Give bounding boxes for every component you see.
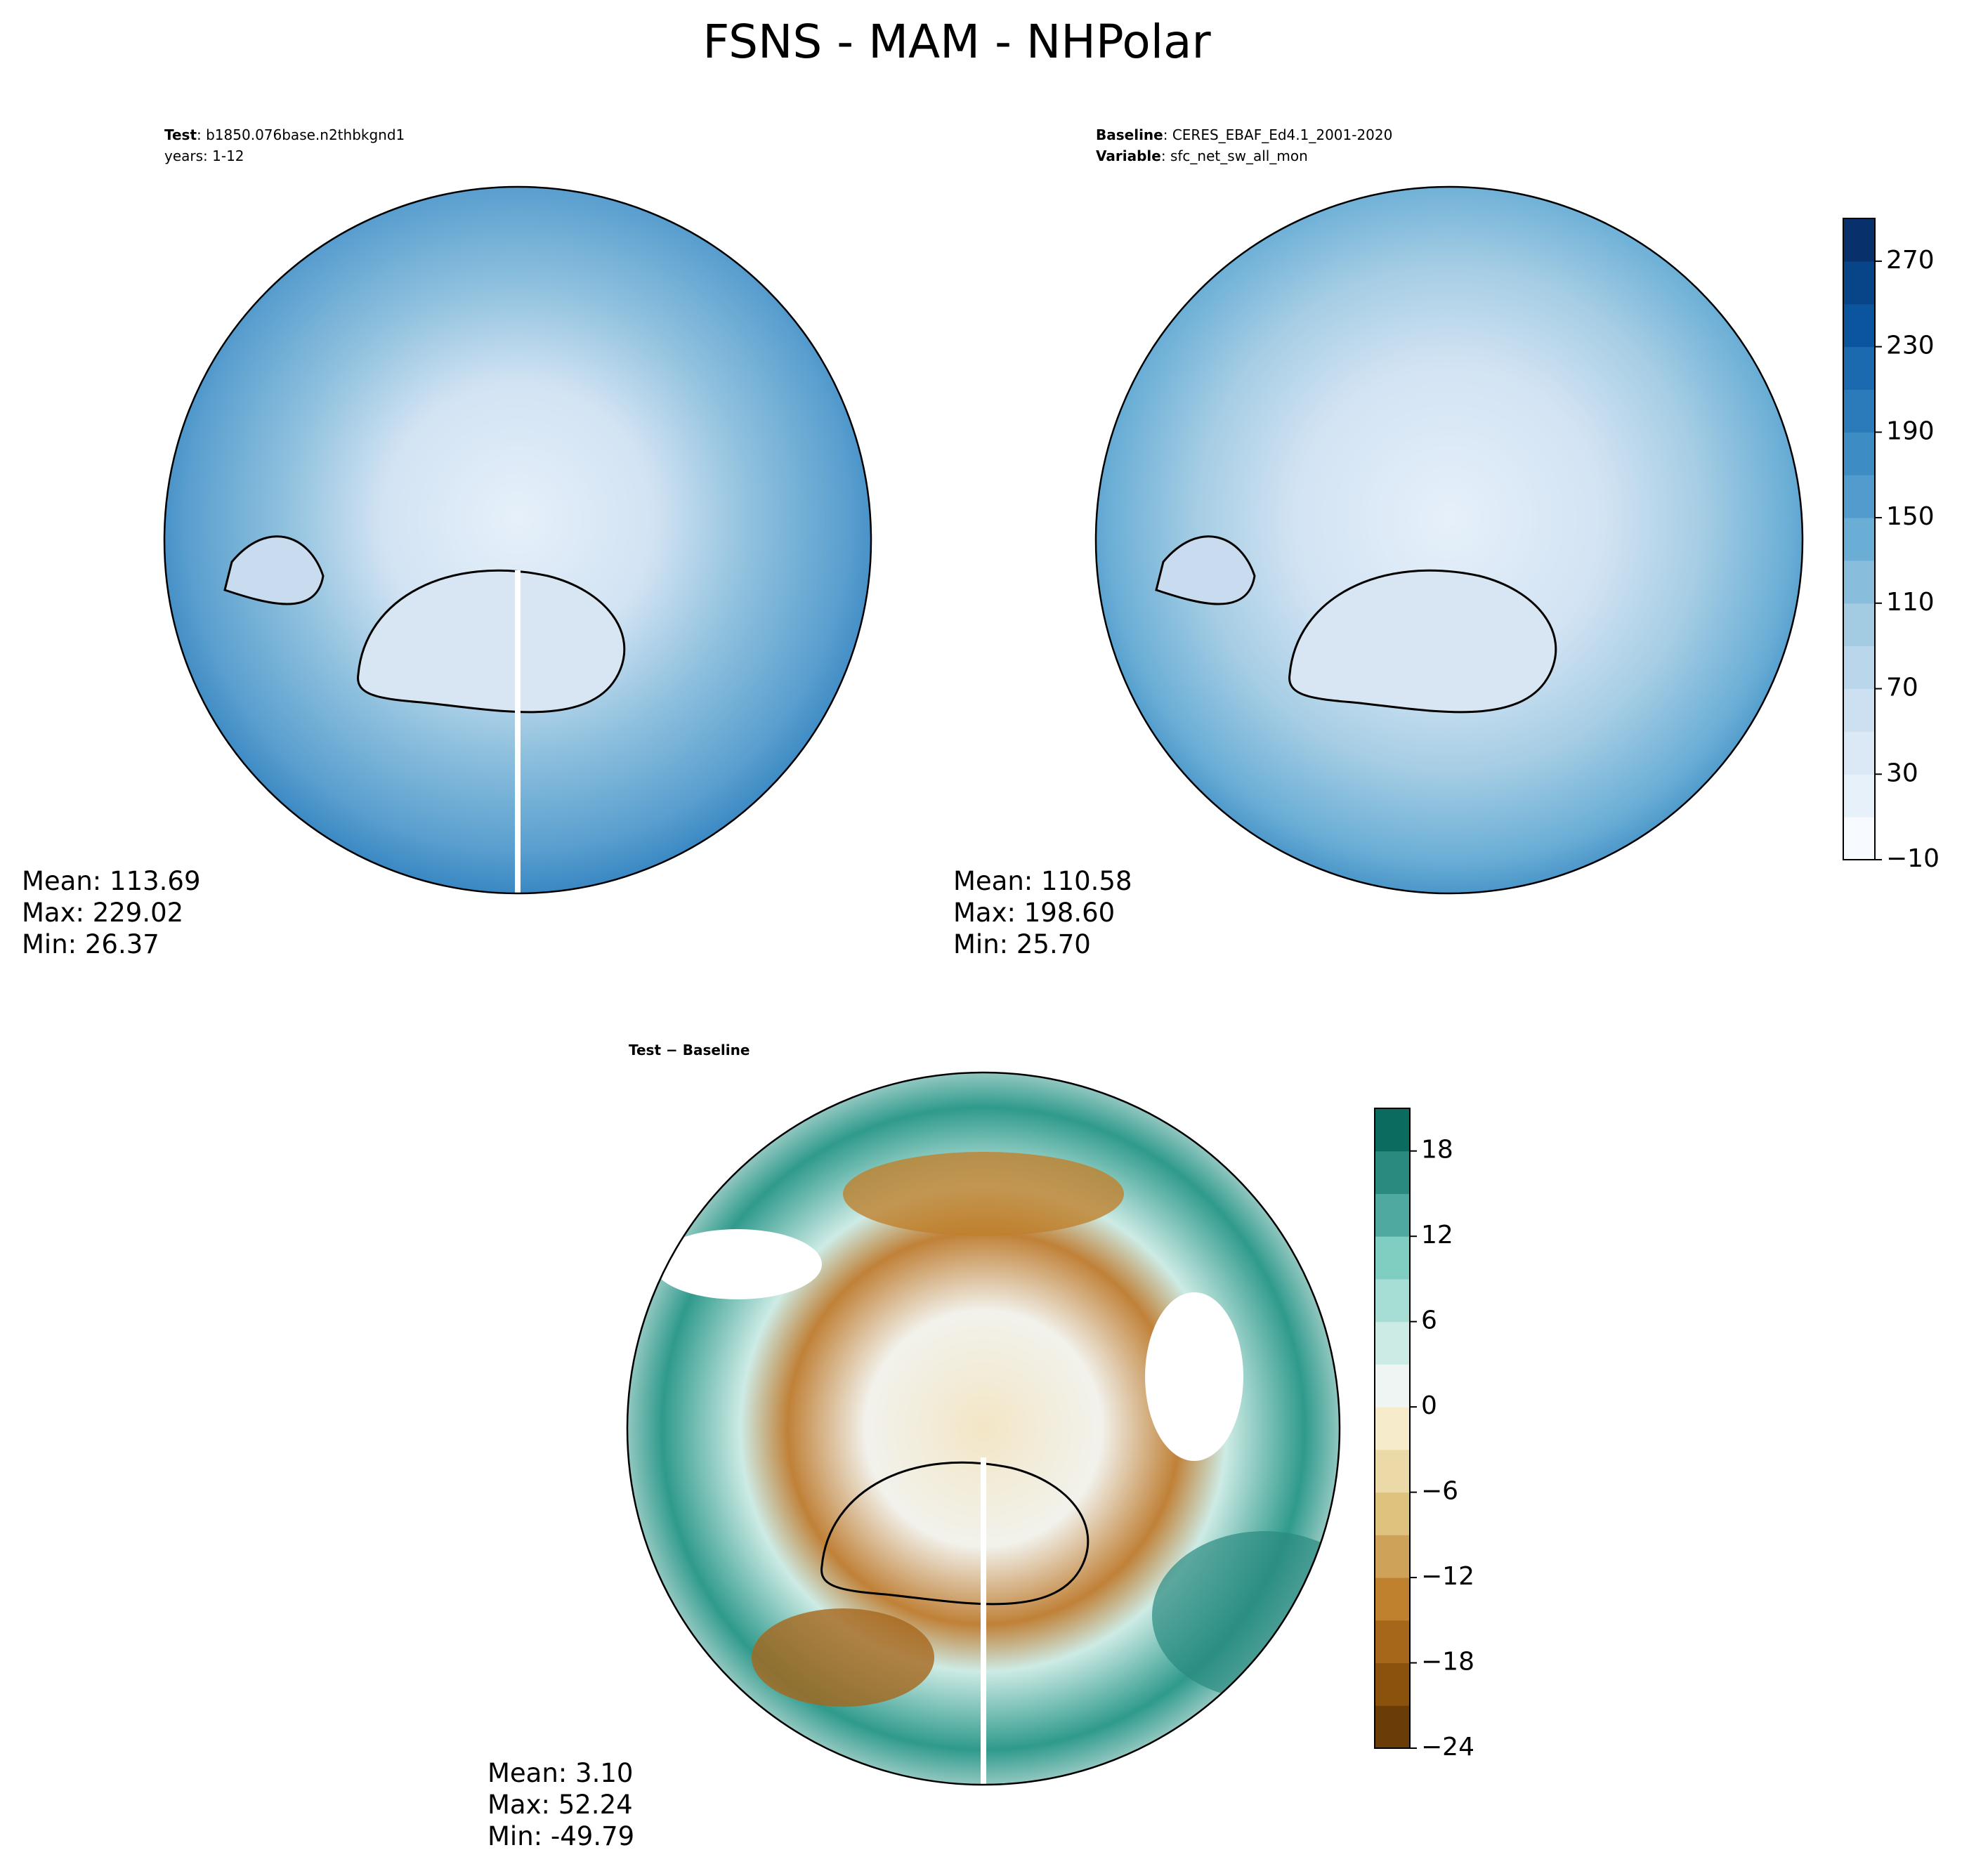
colorbar-tick-label: 30 xyxy=(1886,759,1918,787)
map-diff xyxy=(626,1071,1341,1786)
colorbar-band xyxy=(1375,1364,1410,1408)
colorbar-band xyxy=(1375,1150,1410,1194)
colorbar-band xyxy=(1843,774,1875,818)
map-disc xyxy=(1096,187,1803,893)
colorbar-tick-label: −12 xyxy=(1421,1562,1474,1591)
stat-line: Mean: 3.10 xyxy=(488,1758,633,1788)
header-key: Test − Baseline xyxy=(629,1042,750,1058)
map-baseline xyxy=(1094,185,1804,895)
panel-header: Test: b1850.076base.n2thbkgnd1 xyxy=(164,126,405,143)
stat-line: Max: 52.24 xyxy=(488,1790,633,1820)
panel-header: Baseline: CERES_EBAF_Ed4.1_2001-2020 xyxy=(1096,126,1392,143)
seam xyxy=(981,1457,986,1785)
panel-header: Variable: sfc_net_sw_all_mon xyxy=(1096,147,1308,164)
land xyxy=(1155,535,1256,605)
header-text: : sfc_net_sw_all_mon xyxy=(1161,147,1308,164)
colorbar-band xyxy=(1843,731,1875,775)
greenland xyxy=(357,569,626,714)
anomaly xyxy=(1145,1292,1243,1461)
stat-line: Min: 26.37 xyxy=(22,929,159,959)
anomaly xyxy=(653,1229,822,1299)
header-text: : b1850.076base.n2thbkgnd1 xyxy=(197,126,405,143)
greenland xyxy=(1288,569,1557,714)
greenland xyxy=(820,1461,1090,1606)
anomaly xyxy=(1152,1531,1340,1700)
colorbar-band xyxy=(1843,817,1875,860)
colorbar-band xyxy=(1843,645,1875,690)
colorbar-band xyxy=(1375,1535,1410,1578)
colorbar-tick-label: 230 xyxy=(1886,332,1935,360)
header-text: : CERES_EBAF_Ed4.1_2001-2020 xyxy=(1163,126,1393,143)
colorbar-band xyxy=(1843,688,1875,732)
colorbar-band xyxy=(1843,303,1875,348)
colorbar-tick-label: −18 xyxy=(1421,1648,1474,1677)
map-border xyxy=(1094,185,1804,895)
stat-line: Mean: 110.58 xyxy=(953,866,1132,896)
header-key: Baseline xyxy=(1096,126,1163,143)
colorbar-band xyxy=(1375,1662,1410,1706)
colorbar-frame xyxy=(1843,218,1876,860)
colorbar-tick-label: 190 xyxy=(1886,416,1935,445)
colorbar-band xyxy=(1843,389,1875,433)
colorbar-band xyxy=(1375,1236,1410,1280)
stat-line: Min: 25.70 xyxy=(953,929,1091,959)
colorbar-band xyxy=(1843,261,1875,305)
colorbar-band xyxy=(1843,603,1875,647)
panel-header: Test − Baseline xyxy=(629,1042,750,1058)
map-disc xyxy=(164,187,871,893)
anomaly xyxy=(843,1152,1124,1236)
colorbar-band xyxy=(1375,1620,1410,1664)
colorbar-tick-label: 12 xyxy=(1421,1221,1453,1249)
colorbar-band xyxy=(1375,1108,1410,1152)
colorbar-band xyxy=(1375,1278,1410,1323)
colorbar-tick-label: 110 xyxy=(1886,588,1935,617)
colorbar-tick-label: 70 xyxy=(1886,674,1918,702)
colorbar-band xyxy=(1375,1193,1410,1237)
colorbar-band xyxy=(1375,1407,1410,1450)
colorbar-tick-label: 0 xyxy=(1421,1391,1437,1420)
colorbar-band xyxy=(1375,1449,1410,1493)
anomaly xyxy=(752,1608,934,1707)
land xyxy=(223,535,325,605)
colorbar-tick-label: −24 xyxy=(1421,1733,1474,1762)
header-text: years: 1-12 xyxy=(164,147,244,164)
colorbar-band xyxy=(1843,560,1875,604)
colorbar-band xyxy=(1843,518,1875,561)
colorbar-band xyxy=(1843,432,1875,475)
header-key: Test xyxy=(164,126,197,143)
map-border xyxy=(163,185,872,895)
header-key: Variable xyxy=(1096,147,1161,164)
colorbar-band xyxy=(1375,1577,1410,1621)
map-test xyxy=(163,185,872,895)
panel-header: years: 1-12 xyxy=(164,147,244,164)
stat-line: Max: 229.02 xyxy=(22,898,183,928)
figure-title: FSNS - MAM - NHPolar xyxy=(702,15,1211,69)
stat-line: Min: -49.79 xyxy=(488,1821,634,1851)
colorbar-tick-label: −10 xyxy=(1886,844,1939,873)
stat-line: Mean: 113.69 xyxy=(22,866,201,896)
colorbar-tick-label: 270 xyxy=(1886,246,1935,275)
colorbar-band xyxy=(1843,218,1875,262)
seam xyxy=(515,570,521,893)
colorbar-band xyxy=(1843,475,1875,518)
colorbar-tick-label: −6 xyxy=(1421,1477,1458,1506)
colorbar-tick-label: 150 xyxy=(1886,502,1935,531)
colorbar-tick-label: 18 xyxy=(1421,1136,1453,1165)
colorbar-tick-label: 6 xyxy=(1421,1306,1437,1335)
colorbar-band xyxy=(1843,346,1875,390)
map-border xyxy=(626,1071,1341,1786)
stat-line: Max: 198.60 xyxy=(953,898,1115,928)
colorbar-frame xyxy=(1374,1108,1411,1749)
colorbar-band xyxy=(1375,1492,1410,1535)
colorbar-band xyxy=(1375,1705,1410,1749)
colorbar-band xyxy=(1375,1321,1410,1365)
